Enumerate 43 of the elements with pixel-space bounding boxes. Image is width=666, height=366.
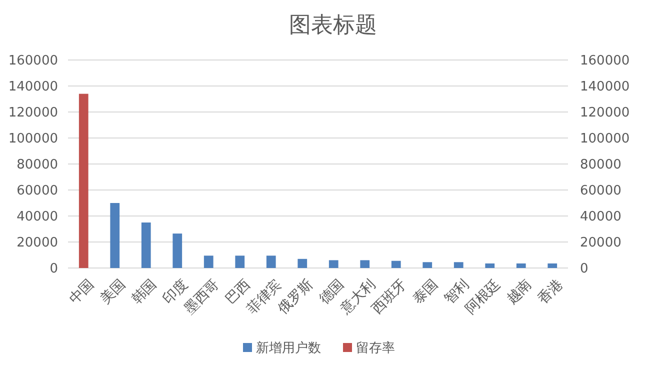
y2-tick-label: 140000 xyxy=(580,80,630,95)
bar xyxy=(548,263,558,268)
bar xyxy=(235,256,245,268)
bar xyxy=(516,263,526,268)
bar xyxy=(485,263,495,268)
y2-tick-label: 120000 xyxy=(580,106,630,121)
bar xyxy=(266,256,276,268)
y2-tick-label: 40000 xyxy=(580,210,622,225)
bar xyxy=(298,258,308,268)
y-tick-label: 80000 xyxy=(16,158,58,173)
x-tick-label: 越南 xyxy=(504,276,535,308)
y-tick-label: 140000 xyxy=(8,80,58,95)
y-tick-label: 160000 xyxy=(8,54,58,69)
bar xyxy=(422,262,432,268)
bar xyxy=(454,262,464,268)
y-tick-label: 20000 xyxy=(16,236,58,251)
y2-tick-label: 0 xyxy=(580,262,588,277)
y2-tick-label: 60000 xyxy=(580,184,622,199)
y2-tick-label: 80000 xyxy=(580,158,622,173)
bar xyxy=(141,222,151,268)
y-tick-label: 0 xyxy=(50,262,58,277)
y2-tick-label: 100000 xyxy=(580,132,630,147)
bar xyxy=(78,94,88,268)
y-tick-label: 60000 xyxy=(16,184,58,199)
bar xyxy=(360,260,370,268)
bar xyxy=(204,256,214,268)
legend-label: 留存率 xyxy=(356,340,395,356)
x-tick-label: 泰国 xyxy=(410,276,442,308)
x-tick-label: 美国 xyxy=(98,276,129,308)
bar xyxy=(328,260,338,268)
y2-tick-label: 20000 xyxy=(580,236,622,251)
bar xyxy=(391,260,401,268)
y2-tick-label: 160000 xyxy=(580,54,630,69)
y-tick-label: 100000 xyxy=(8,132,58,147)
x-tick-label: 中国 xyxy=(66,276,98,308)
x-tick-label: 韩国 xyxy=(128,276,160,308)
x-tick-label: 香港 xyxy=(535,276,566,308)
y-tick-label: 120000 xyxy=(8,106,58,121)
chart-title: 图表标题 xyxy=(289,13,377,38)
legend-label: 新增用户数 xyxy=(256,341,321,356)
bar xyxy=(110,203,120,268)
bar xyxy=(172,234,182,268)
y-tick-label: 40000 xyxy=(16,210,58,225)
